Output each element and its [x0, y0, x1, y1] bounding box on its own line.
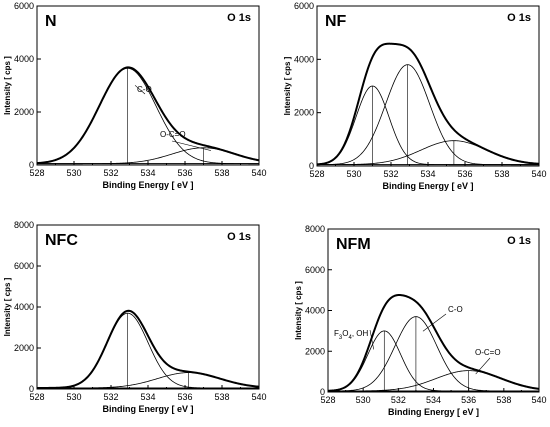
annotation-label: C-O — [448, 305, 463, 314]
x-tick-label: 538 — [214, 392, 229, 402]
x-tick-label: 532 — [103, 168, 118, 178]
panel-nf: 528 530 532 534 536 538 540 0 2000 4000 6000 Bindin… — [283, 1, 547, 191]
annotation-leader — [171, 140, 211, 151]
x-tick-label: 536 — [177, 168, 192, 178]
y-tick-label: 6000 — [305, 265, 325, 275]
x-tick-label: 534 — [140, 392, 155, 402]
annotation-label: C-O — [137, 85, 152, 94]
y-axis-title: Intensity [ cps ] — [294, 281, 303, 340]
x-tick-label: 532 — [103, 392, 118, 402]
panel-nfc: 528 530 532 534 536 538 540 0 2000 4000 6000 8000 Bi… — [3, 220, 267, 414]
y-tick-label: 2000 — [14, 107, 34, 117]
y-tick-label: 4000 — [14, 54, 34, 64]
annotation-label: F3O4, OH — [334, 329, 368, 341]
component-peak-1 — [37, 312, 259, 389]
annotation-label: O-C=O — [475, 348, 501, 357]
x-axis-title: Binding Energy [ eV ] — [382, 181, 473, 191]
y-axis-title: Intensity [ cps ] — [3, 277, 12, 336]
component-peak-1 — [316, 85, 539, 166]
x-tick-label: 528 — [320, 395, 335, 405]
x-tick-label: 538 — [494, 169, 509, 179]
annotation-leader — [134, 85, 146, 95]
y-tick-label: 8000 — [305, 224, 325, 234]
plot-frame — [316, 5, 540, 167]
panel-label: NFC — [45, 232, 78, 249]
x-tick-label: 536 — [177, 392, 192, 402]
x-tick-label: 528 — [309, 169, 324, 179]
y-tick-label: 0 — [29, 384, 34, 394]
y-axis-title: Intensity [ cps ] — [3, 56, 12, 115]
x-tick-label: 540 — [531, 169, 546, 179]
x-axis-title: Binding Energy [ eV ] — [388, 407, 479, 417]
x-tick-label: 532 — [391, 395, 406, 405]
y-tick-label: 6000 — [14, 1, 34, 11]
y-tick-label: 2000 — [14, 343, 34, 353]
component-peak-2 — [316, 64, 539, 166]
panel-n: 528 530 532 534 536 538 540 0 2000 4000 6000 Bindin… — [3, 1, 267, 190]
y-axis-title: Intensity [ cps ] — [283, 56, 292, 115]
x-tick-label: 530 — [66, 168, 81, 178]
x-tick-label: 536 — [461, 395, 476, 405]
x-tick-label: 540 — [531, 395, 546, 405]
component-peak-2 — [328, 316, 539, 392]
x-tick-label: 538 — [214, 168, 229, 178]
panel-label: NFM — [336, 236, 371, 253]
envelope-curve — [316, 42, 540, 166]
y-tick-label: 4000 — [305, 306, 325, 316]
x-tick-label: 536 — [457, 169, 472, 179]
y-tick-label: 0 — [309, 161, 314, 171]
panel-nfm: 528 530 532 534 536 538 540 0 2000 4000 6000 8000 Bi… — [294, 224, 547, 417]
y-tick-label: 4000 — [14, 302, 34, 312]
panel-label: N — [45, 13, 57, 30]
x-tick-label: 532 — [383, 169, 398, 179]
x-tick-label: 534 — [140, 168, 155, 178]
region-label: O 1s — [227, 12, 251, 24]
region-label: O 1s — [507, 12, 531, 24]
x-tick-label: 528 — [29, 392, 44, 402]
region-label: O 1s — [227, 231, 251, 243]
x-axis-title: Binding Energy [ eV ] — [102, 180, 193, 190]
y-tick-label: 0 — [320, 387, 325, 397]
envelope-curve — [37, 309, 260, 389]
x-tick-label: 530 — [66, 392, 81, 402]
x-tick-label: 540 — [251, 168, 266, 178]
y-tick-label: 6000 — [294, 1, 314, 11]
annotation-leader — [422, 313, 447, 332]
x-tick-label: 530 — [346, 169, 361, 179]
envelope-curve — [36, 66, 260, 165]
x-axis-title: Binding Energy [ eV ] — [102, 404, 193, 414]
annotation-leader — [475, 357, 491, 375]
region-label: O 1s — [507, 235, 531, 247]
y-tick-label: 2000 — [305, 346, 325, 356]
y-tick-label: 0 — [29, 160, 34, 170]
x-tick-label: 534 — [420, 169, 435, 179]
annotation-label: O-C=O — [160, 130, 186, 139]
component-peak-1 — [327, 330, 539, 392]
panel-label: NF — [325, 13, 347, 30]
x-tick-label: 530 — [356, 395, 371, 405]
y-tick-label: 2000 — [294, 108, 314, 118]
component-peak-1 — [36, 67, 259, 165]
plot-frame — [36, 224, 260, 390]
x-tick-label: 534 — [426, 395, 441, 405]
x-tick-label: 528 — [29, 168, 44, 178]
y-tick-label: 4000 — [294, 54, 314, 64]
x-tick-label: 538 — [496, 395, 511, 405]
envelope-curve — [327, 294, 540, 392]
y-tick-label: 6000 — [14, 261, 34, 271]
annotation-leader — [369, 329, 375, 350]
y-tick-label: 8000 — [14, 220, 34, 230]
x-tick-label: 540 — [251, 392, 266, 402]
